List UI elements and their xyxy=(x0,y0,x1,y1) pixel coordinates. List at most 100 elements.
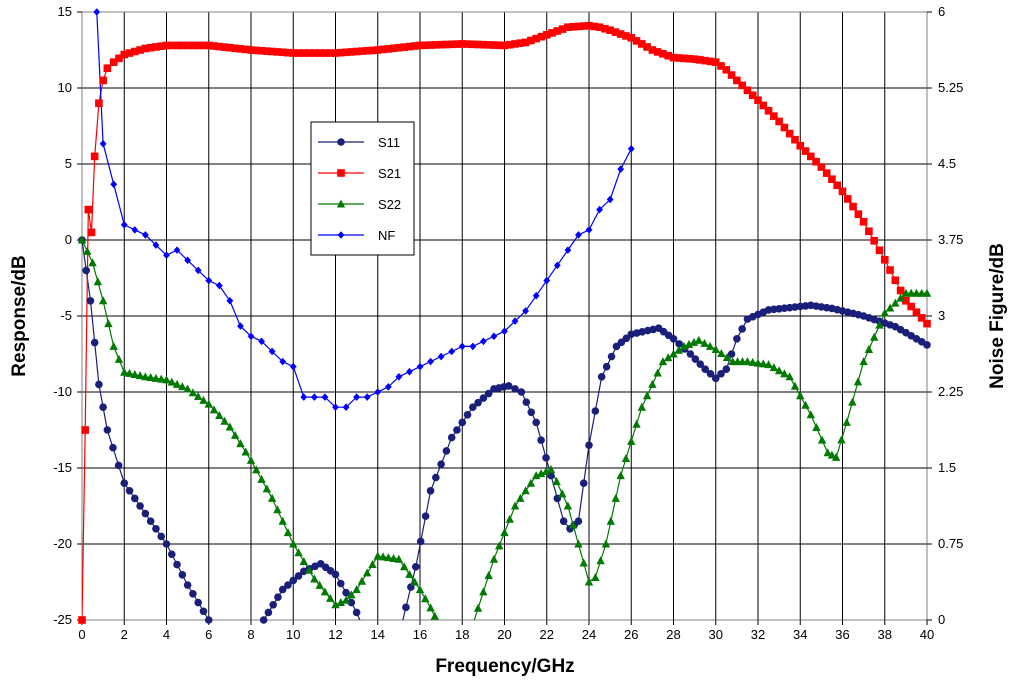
data-point xyxy=(658,357,668,366)
data-point xyxy=(501,327,508,335)
data-point xyxy=(659,50,667,58)
data-point xyxy=(602,362,611,371)
data-point xyxy=(717,348,726,357)
data-point xyxy=(791,135,799,144)
data-point xyxy=(469,403,477,412)
x-tick-label: 34 xyxy=(793,627,807,642)
data-point xyxy=(558,25,567,33)
data-point xyxy=(152,43,160,51)
data-point xyxy=(110,180,118,189)
data-point xyxy=(722,65,731,74)
data-point xyxy=(584,577,594,586)
data-point xyxy=(532,291,540,300)
data-point xyxy=(579,479,588,488)
data-point xyxy=(585,21,593,30)
data-point xyxy=(194,598,202,607)
data-point xyxy=(331,570,340,579)
data-point xyxy=(474,398,482,407)
data-point xyxy=(384,45,393,53)
data-point xyxy=(131,226,139,234)
data-point xyxy=(99,76,107,85)
data-point xyxy=(406,367,413,376)
data-point xyxy=(685,54,694,63)
data-point xyxy=(733,335,741,343)
y2-tick-label: 2.25 xyxy=(938,384,963,399)
data-point xyxy=(135,371,145,380)
data-point xyxy=(109,443,117,452)
data-point xyxy=(743,357,752,366)
data-point xyxy=(442,447,451,455)
data-point xyxy=(759,101,768,110)
data-point xyxy=(490,41,498,49)
x-tick-label: 14 xyxy=(371,627,385,642)
data-point xyxy=(93,277,103,286)
x-tick-label: 0 xyxy=(78,627,85,642)
data-point xyxy=(607,352,616,361)
data-point xyxy=(373,551,382,560)
data-point xyxy=(172,379,182,388)
data-point xyxy=(294,49,303,57)
data-point xyxy=(241,45,250,54)
data-point xyxy=(553,27,562,35)
data-point xyxy=(399,562,409,571)
data-point xyxy=(711,374,720,383)
data-point xyxy=(131,47,139,56)
data-point xyxy=(611,28,620,36)
y-tick-label: 5 xyxy=(65,156,72,171)
x-axis-ticks: 0 2 4 6 8 10 12 14 16 18 20 22 24 26 28 30 32 34 36 38 40 xyxy=(78,620,934,642)
data-point xyxy=(167,377,176,386)
data-point xyxy=(84,205,93,214)
data-point xyxy=(606,195,614,204)
data-point xyxy=(90,338,99,347)
data-point xyxy=(906,288,916,297)
x-tick-label: 16 xyxy=(413,627,427,642)
data-point xyxy=(546,465,556,474)
data-point xyxy=(93,8,101,16)
data-point xyxy=(564,23,572,31)
data-point xyxy=(837,435,846,444)
data-point xyxy=(395,43,403,52)
data-point xyxy=(775,117,783,126)
data-point xyxy=(358,47,366,55)
data-point xyxy=(109,58,118,66)
data-point xyxy=(504,382,513,390)
data-point xyxy=(785,372,794,381)
data-point xyxy=(389,44,398,53)
data-point xyxy=(125,487,134,495)
data-point xyxy=(194,266,202,275)
data-point xyxy=(585,441,593,450)
data-point xyxy=(875,246,884,255)
data-point xyxy=(273,505,282,514)
legend-marker-s22 xyxy=(336,199,346,208)
data-point xyxy=(796,141,805,150)
data-point xyxy=(479,394,488,402)
data-point xyxy=(321,393,329,401)
data-point xyxy=(273,48,282,56)
data-point xyxy=(923,319,931,328)
x-tick-label: 10 xyxy=(286,627,300,642)
data-point xyxy=(769,363,779,372)
x-tick-label: 20 xyxy=(497,627,511,642)
data-point xyxy=(163,251,170,259)
data-point xyxy=(426,603,435,612)
data-point xyxy=(727,350,736,358)
data-point xyxy=(748,91,757,100)
data-point xyxy=(822,169,831,177)
data-point xyxy=(596,205,603,214)
data-point xyxy=(490,332,498,341)
data-point xyxy=(817,435,827,444)
data-point xyxy=(210,42,218,50)
data-point xyxy=(353,393,361,401)
data-point xyxy=(300,393,308,401)
data-point xyxy=(806,410,816,419)
data-point xyxy=(225,422,235,431)
data-point xyxy=(638,40,646,48)
y2-axis-title: Noise Figure/dB xyxy=(987,243,1008,389)
data-point xyxy=(780,123,789,132)
data-point xyxy=(522,307,530,315)
legend-label-nf: NF xyxy=(378,228,395,243)
data-point xyxy=(680,54,688,63)
data-point xyxy=(81,426,89,434)
data-point xyxy=(136,502,144,510)
y-tick-label: 0 xyxy=(65,232,72,247)
